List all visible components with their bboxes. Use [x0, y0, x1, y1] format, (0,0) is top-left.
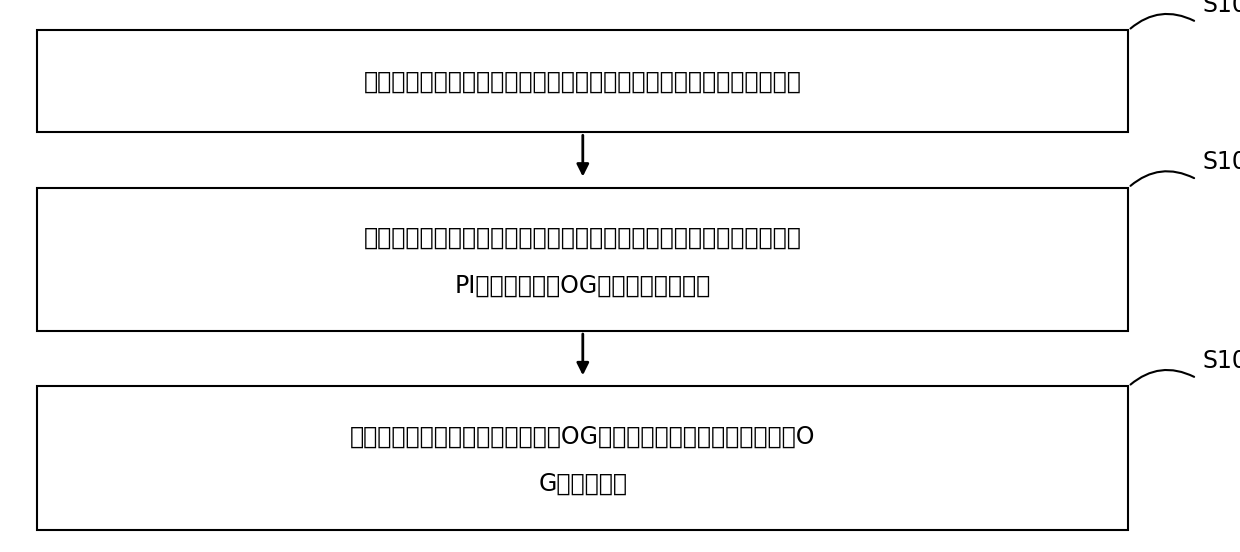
- Text: 将滑差差值与滑差控制的合理区间进行比较，根据比较结果利用确定的: 将滑差差值与滑差控制的合理区间进行比较，根据比较结果利用确定的: [363, 226, 802, 250]
- Text: G离合器油压: G离合器油压: [538, 472, 627, 496]
- Bar: [37, 188, 1128, 331]
- Text: S101: S101: [1203, 0, 1240, 17]
- Text: 获取实际滑差，并在充油阶段，根据实际滑差和目标滑差确定滑差差值: 获取实际滑差，并在充油阶段，根据实际滑差和目标滑差确定滑差差值: [363, 70, 802, 93]
- Text: 根据油压补偿量和当前档位的第一OG离合器油压确定下一档位的第二O: 根据油压补偿量和当前档位的第一OG离合器油压确定下一档位的第二O: [350, 424, 816, 449]
- Bar: [37, 386, 1128, 530]
- Text: PI计算公式计算OG离合器油压补偿量: PI计算公式计算OG离合器油压补偿量: [455, 273, 711, 298]
- Text: S103: S103: [1203, 349, 1240, 373]
- Bar: [37, 30, 1128, 132]
- Text: S102: S102: [1203, 150, 1240, 174]
